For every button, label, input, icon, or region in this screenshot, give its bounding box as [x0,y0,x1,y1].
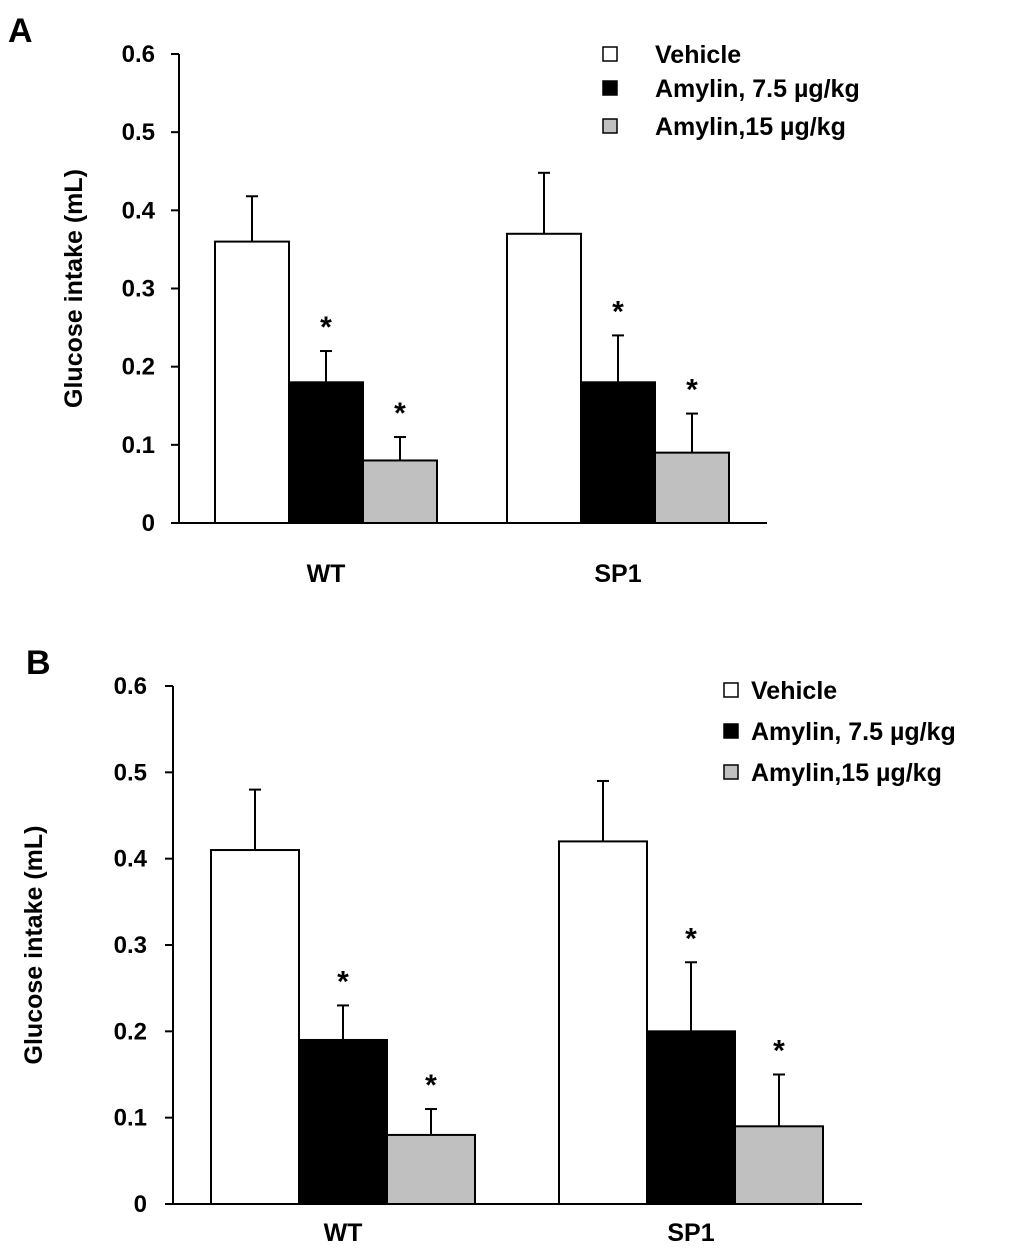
significance-marker: * [425,1069,437,1102]
y-tick-label: 0.6 [122,41,155,68]
bar [298,1038,388,1206]
legend-label: Amylin, 7.5 µg/kg [655,75,860,103]
panel-label: A [8,12,33,50]
significance-marker: * [686,374,698,407]
bar [362,459,438,525]
legend-label: Amylin, 7.5 µg/kg [751,718,956,746]
significance-marker: * [337,965,349,998]
bar [580,381,656,524]
x-tick-label: SP1 [667,1219,714,1247]
legend-swatch [602,80,618,96]
legend-label: Amylin,15 µg/kg [751,759,942,787]
y-tick-label: 0.2 [122,354,155,381]
bar [646,1030,736,1206]
bar [654,451,730,524]
bar [506,232,582,525]
legend-swatch [723,682,739,698]
legend-label: Amylin,15 µg/kg [655,113,846,141]
y-tick-label: 0 [142,510,155,537]
y-tick-label: 0.1 [122,432,155,459]
significance-marker: * [773,1035,785,1068]
y-tick-label: 0 [134,1191,147,1218]
y-tick-label: 0.5 [122,119,155,146]
y-tick-label: 0.5 [114,759,147,786]
panel-label: B [26,644,51,682]
bar [386,1133,476,1206]
significance-marker: * [320,311,332,344]
bar [288,381,364,524]
y-tick-label: 0.1 [114,1105,147,1132]
significance-marker: * [612,295,624,328]
y-axis-title: Glucose intake (mL) [60,169,88,408]
legend-swatch [602,46,618,62]
legend-label: Vehicle [655,41,741,69]
y-tick-label: 0.4 [114,846,148,873]
y-tick-label: 0.3 [114,932,147,959]
y-tick-label: 0.6 [114,673,147,700]
bar [734,1125,824,1206]
y-tick-label: 0.2 [114,1018,147,1045]
x-tick-label: WT [324,1219,363,1247]
x-tick-label: SP1 [594,560,641,588]
legend-swatch [723,723,739,739]
bar [210,849,300,1205]
significance-marker: * [394,397,406,430]
panel-b: B * * WT * * SP1 0 0.1 0.2 0.3 0.4 0.5 0.6 Glucose int… [20,644,956,1247]
legend-swatch [602,118,618,134]
bar [214,240,290,524]
legend-swatch [723,764,739,780]
y-tick-label: 0.4 [122,197,156,224]
y-axis-title: Glucose intake (mL) [20,826,48,1065]
x-tick-label: WT [307,560,346,588]
bar [558,840,648,1206]
legend-label: Vehicle [751,677,837,705]
significance-marker: * [685,922,697,955]
y-tick-label: 0.3 [122,276,155,303]
panel-a: A * * WT * * SP1 0 0.1 0.2 0.3 0.4 0.5 0.6 Glucose int… [8,12,860,588]
